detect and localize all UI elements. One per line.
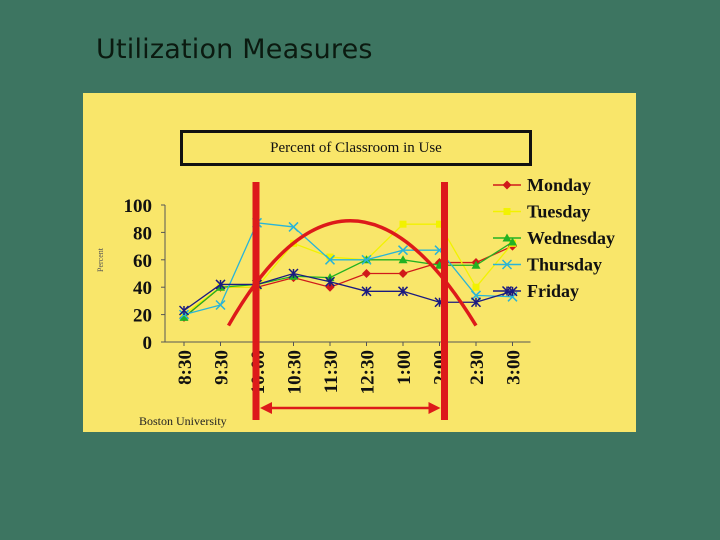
- y-tick-label: 100: [124, 196, 153, 217]
- x-tick-label: 9:30: [212, 350, 233, 385]
- x-tick-label: 10:30: [285, 350, 306, 394]
- data-point-friday: [470, 297, 482, 308]
- legend-marker-friday: [501, 285, 513, 297]
- legend-label-wednesday: Wednesday: [527, 228, 615, 248]
- data-point-monday: [398, 269, 408, 278]
- y-tick-label: 20: [133, 306, 152, 327]
- legend-label-friday: Friday: [527, 281, 579, 301]
- data-point-wednesday: [398, 255, 408, 264]
- series-line-wednesday: [183, 241, 513, 318]
- y-tick-label: 40: [133, 278, 152, 299]
- source-label: Boston University: [139, 414, 227, 428]
- legend-label-monday: Monday: [527, 175, 591, 195]
- x-tick-label: 8:30: [175, 350, 196, 385]
- x-tick-label: 11:30: [321, 350, 342, 393]
- x-tick-label: 12:30: [358, 350, 379, 394]
- legend-marker-monday: [502, 180, 512, 190]
- data-point-friday: [324, 276, 336, 287]
- legend-label-thursday: Thursday: [527, 255, 602, 275]
- slide-title: Utilization Measures: [96, 34, 373, 65]
- data-point-friday: [361, 286, 372, 297]
- data-point-thursday: [324, 254, 336, 265]
- legend-marker-wednesday: [502, 233, 512, 242]
- data-point-tuesday: [436, 220, 443, 228]
- y-tick-label: 60: [133, 251, 152, 272]
- series-line-tuesday: [183, 223, 513, 316]
- x-tick-label: 1:00: [394, 350, 415, 385]
- data-point-monday: [362, 269, 371, 278]
- peak-arc: [226, 219, 478, 327]
- y-tick-label: 80: [133, 223, 152, 244]
- data-point-wednesday: [179, 312, 189, 321]
- series-line-thursday: [183, 222, 513, 316]
- data-point-thursday: [361, 254, 372, 265]
- series-line-friday: [183, 272, 513, 312]
- legend-marker-thursday: [501, 259, 513, 270]
- data-point-friday: [215, 279, 226, 290]
- data-point-friday: [178, 305, 190, 316]
- data-point-thursday: [288, 221, 299, 232]
- arrow-head-right: [428, 402, 441, 414]
- x-tick-label: 2:30: [467, 350, 488, 385]
- data-point-wednesday: [471, 260, 481, 269]
- data-point-thursday: [215, 299, 226, 311]
- legend-marker-tuesday: [503, 208, 511, 215]
- data-point-friday: [397, 286, 409, 297]
- legend-label-tuesday: Tuesday: [527, 202, 590, 222]
- arrow-head-left: [260, 402, 272, 414]
- data-point-tuesday: [399, 220, 407, 228]
- data-point-tuesday: [472, 283, 480, 291]
- data-point-tuesday: [326, 253, 334, 261]
- chart-title: Percent of Classroom in Use: [180, 130, 532, 166]
- data-point-wednesday: [508, 237, 517, 246]
- data-point-thursday: [397, 245, 409, 256]
- y-tick-label: 0: [143, 333, 153, 354]
- x-tick-label: 3:00: [504, 350, 525, 385]
- data-point-friday: [288, 268, 299, 279]
